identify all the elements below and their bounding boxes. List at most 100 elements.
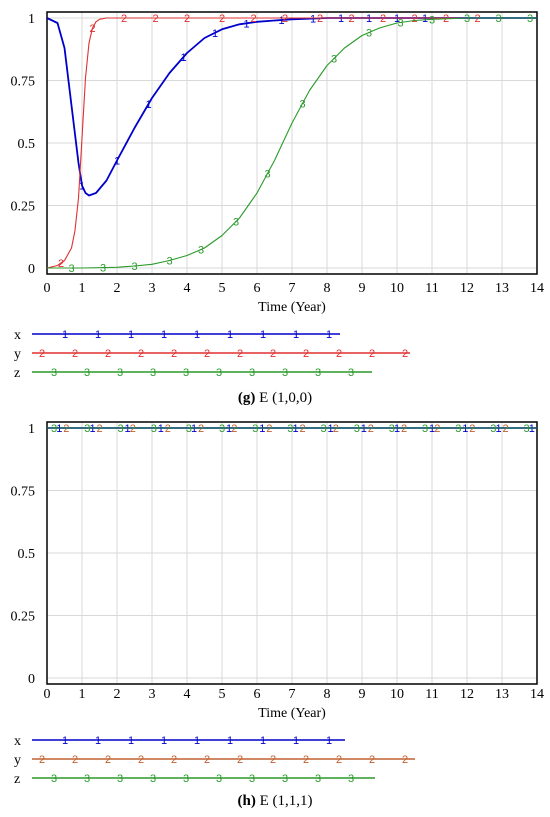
series-marker-y: 2	[333, 423, 339, 435]
x-tick-label: 0	[44, 281, 51, 296]
legend-marker-y: 2	[138, 754, 144, 766]
series-marker-y: 2	[89, 23, 95, 35]
legend-marker-z: 3	[315, 773, 321, 785]
legend-marker-y: 2	[303, 348, 309, 360]
legend: x 1 1 1 1 1 1 1 1 1 y 2 2 2 2 2 2 2 2 2 2 2 2 z 3 3 3 3 3 3 3 3 3 3	[14, 328, 410, 381]
y-tick-label: 0.5	[18, 137, 36, 152]
series-marker-x: 1	[226, 423, 232, 435]
x-tick-label: 11	[425, 687, 438, 702]
series-marker-z: 3	[166, 256, 172, 268]
x-tick-label: 2	[114, 687, 121, 702]
y-tick-label: 1	[28, 12, 35, 27]
series-marker-x: 1	[366, 13, 372, 25]
series-marker-y: 2	[121, 13, 127, 25]
legend-marker-x: 1	[95, 735, 101, 747]
series-marker-y: 2	[152, 13, 158, 25]
series-marker-y: 2	[282, 13, 288, 25]
x-axis-title: Time (Year)	[258, 706, 326, 721]
series-marker-z: 3	[527, 13, 533, 25]
series-marker-x: 1	[462, 423, 468, 435]
series-marker-y: 2	[266, 423, 272, 435]
legend-marker-z: 3	[84, 773, 90, 785]
y-tick-label: 0.25	[11, 610, 36, 625]
legend-marker-y: 2	[270, 348, 276, 360]
legend-marker-y: 2	[336, 348, 342, 360]
series-marker-z: 3	[252, 423, 258, 435]
series-marker-x: 1	[158, 423, 164, 435]
legend-marker-y: 2	[402, 348, 408, 360]
series-marker-z: 3	[68, 263, 74, 275]
x-tick-label: 2	[114, 281, 121, 296]
x-tick-label: 5	[219, 281, 226, 296]
legend-marker-x: 1	[95, 329, 101, 341]
x-tick-label: 5	[219, 687, 226, 702]
series-marker-x: 1	[259, 423, 265, 435]
legend-marker-x: 1	[326, 329, 332, 341]
series-marker-y: 2	[368, 423, 374, 435]
legend-marker-y: 2	[39, 348, 45, 360]
legend-label-z: z	[14, 772, 20, 787]
legend-marker-y: 2	[402, 754, 408, 766]
legend-marker-x: 1	[293, 735, 299, 747]
series-marker-x: 1	[114, 156, 120, 168]
y-tick-label: 0.5	[18, 547, 36, 562]
legend-marker-y: 2	[237, 348, 243, 360]
x-tick-label: 9	[359, 281, 366, 296]
caption-label: (h)	[238, 793, 256, 809]
series-z: 3 3 3 3 3 3 3 3 3 3 3 3 3 3 3	[47, 423, 537, 435]
series-marker-y: 2	[96, 423, 102, 435]
series-x: 1 1 1 1 1 1 1 1 1 1 1 1	[46, 13, 537, 197]
legend-marker-z: 3	[216, 367, 222, 379]
legend-marker-y: 2	[204, 348, 210, 360]
y-tick-label: 0.75	[11, 485, 36, 500]
series-marker-z: 3	[366, 28, 372, 40]
legend-marker-y: 2	[270, 754, 276, 766]
legend-marker-z: 3	[150, 773, 156, 785]
series-marker-y: 2	[63, 423, 69, 435]
legend: x 1 1 1 1 1 1 1 1 1 y 2 2 2 2 2 2 2 2 2 2 2 2 z 3 3 3 3 3 3 3 3 3 3	[14, 734, 415, 787]
legend-marker-x: 1	[161, 735, 167, 747]
x-tick-label: 10	[390, 281, 404, 296]
x-tick-label: 8	[324, 687, 331, 702]
series-marker-z: 3	[331, 54, 337, 66]
series-marker-y: 2	[165, 423, 171, 435]
series-marker-z: 3	[186, 423, 192, 435]
y-tick-label: 0	[28, 672, 35, 687]
legend-marker-y: 2	[72, 348, 78, 360]
x-tick-label: 14	[530, 687, 544, 702]
series-marker-y: 2	[502, 423, 508, 435]
series-marker-y: 2	[299, 423, 305, 435]
legend-marker-z: 3	[84, 367, 90, 379]
series-marker-z: 3	[495, 13, 501, 25]
gridlines	[46, 422, 538, 684]
series-marker-x: 1	[422, 13, 428, 25]
series-marker-x: 1	[529, 423, 535, 435]
series-marker-z: 3	[429, 14, 435, 26]
series-marker-y: 2	[130, 423, 136, 435]
legend-marker-z: 3	[117, 773, 123, 785]
x-tick-label: 4	[184, 687, 191, 702]
legend-label-y: y	[14, 753, 21, 768]
legend-marker-z: 3	[315, 367, 321, 379]
x-tick-labels: 0 1 2 3 4 5 6 7 8 9 10 11 12 13 14	[44, 281, 545, 296]
y-tick-label: 0	[28, 262, 35, 277]
x-tick-label: 12	[460, 281, 474, 296]
series-marker-x: 1	[394, 423, 400, 435]
legend-marker-z: 3	[183, 367, 189, 379]
series-marker-y: 2	[317, 13, 323, 25]
legend-label-x: x	[14, 734, 21, 749]
series-marker-x: 1	[338, 13, 344, 25]
series-marker-x: 1	[180, 52, 186, 64]
x-tick-label: 13	[495, 281, 509, 296]
series-marker-x: 1	[243, 18, 249, 30]
x-tick-label: 3	[149, 281, 156, 296]
series-marker-z: 3	[523, 423, 529, 435]
series-marker-x: 1	[79, 181, 85, 193]
legend-marker-x: 1	[128, 329, 134, 341]
series-marker-z: 3	[84, 423, 90, 435]
series-marker-x: 1	[429, 423, 435, 435]
x-tick-label: 12	[460, 687, 474, 702]
x-tick-label: 1	[79, 281, 86, 296]
